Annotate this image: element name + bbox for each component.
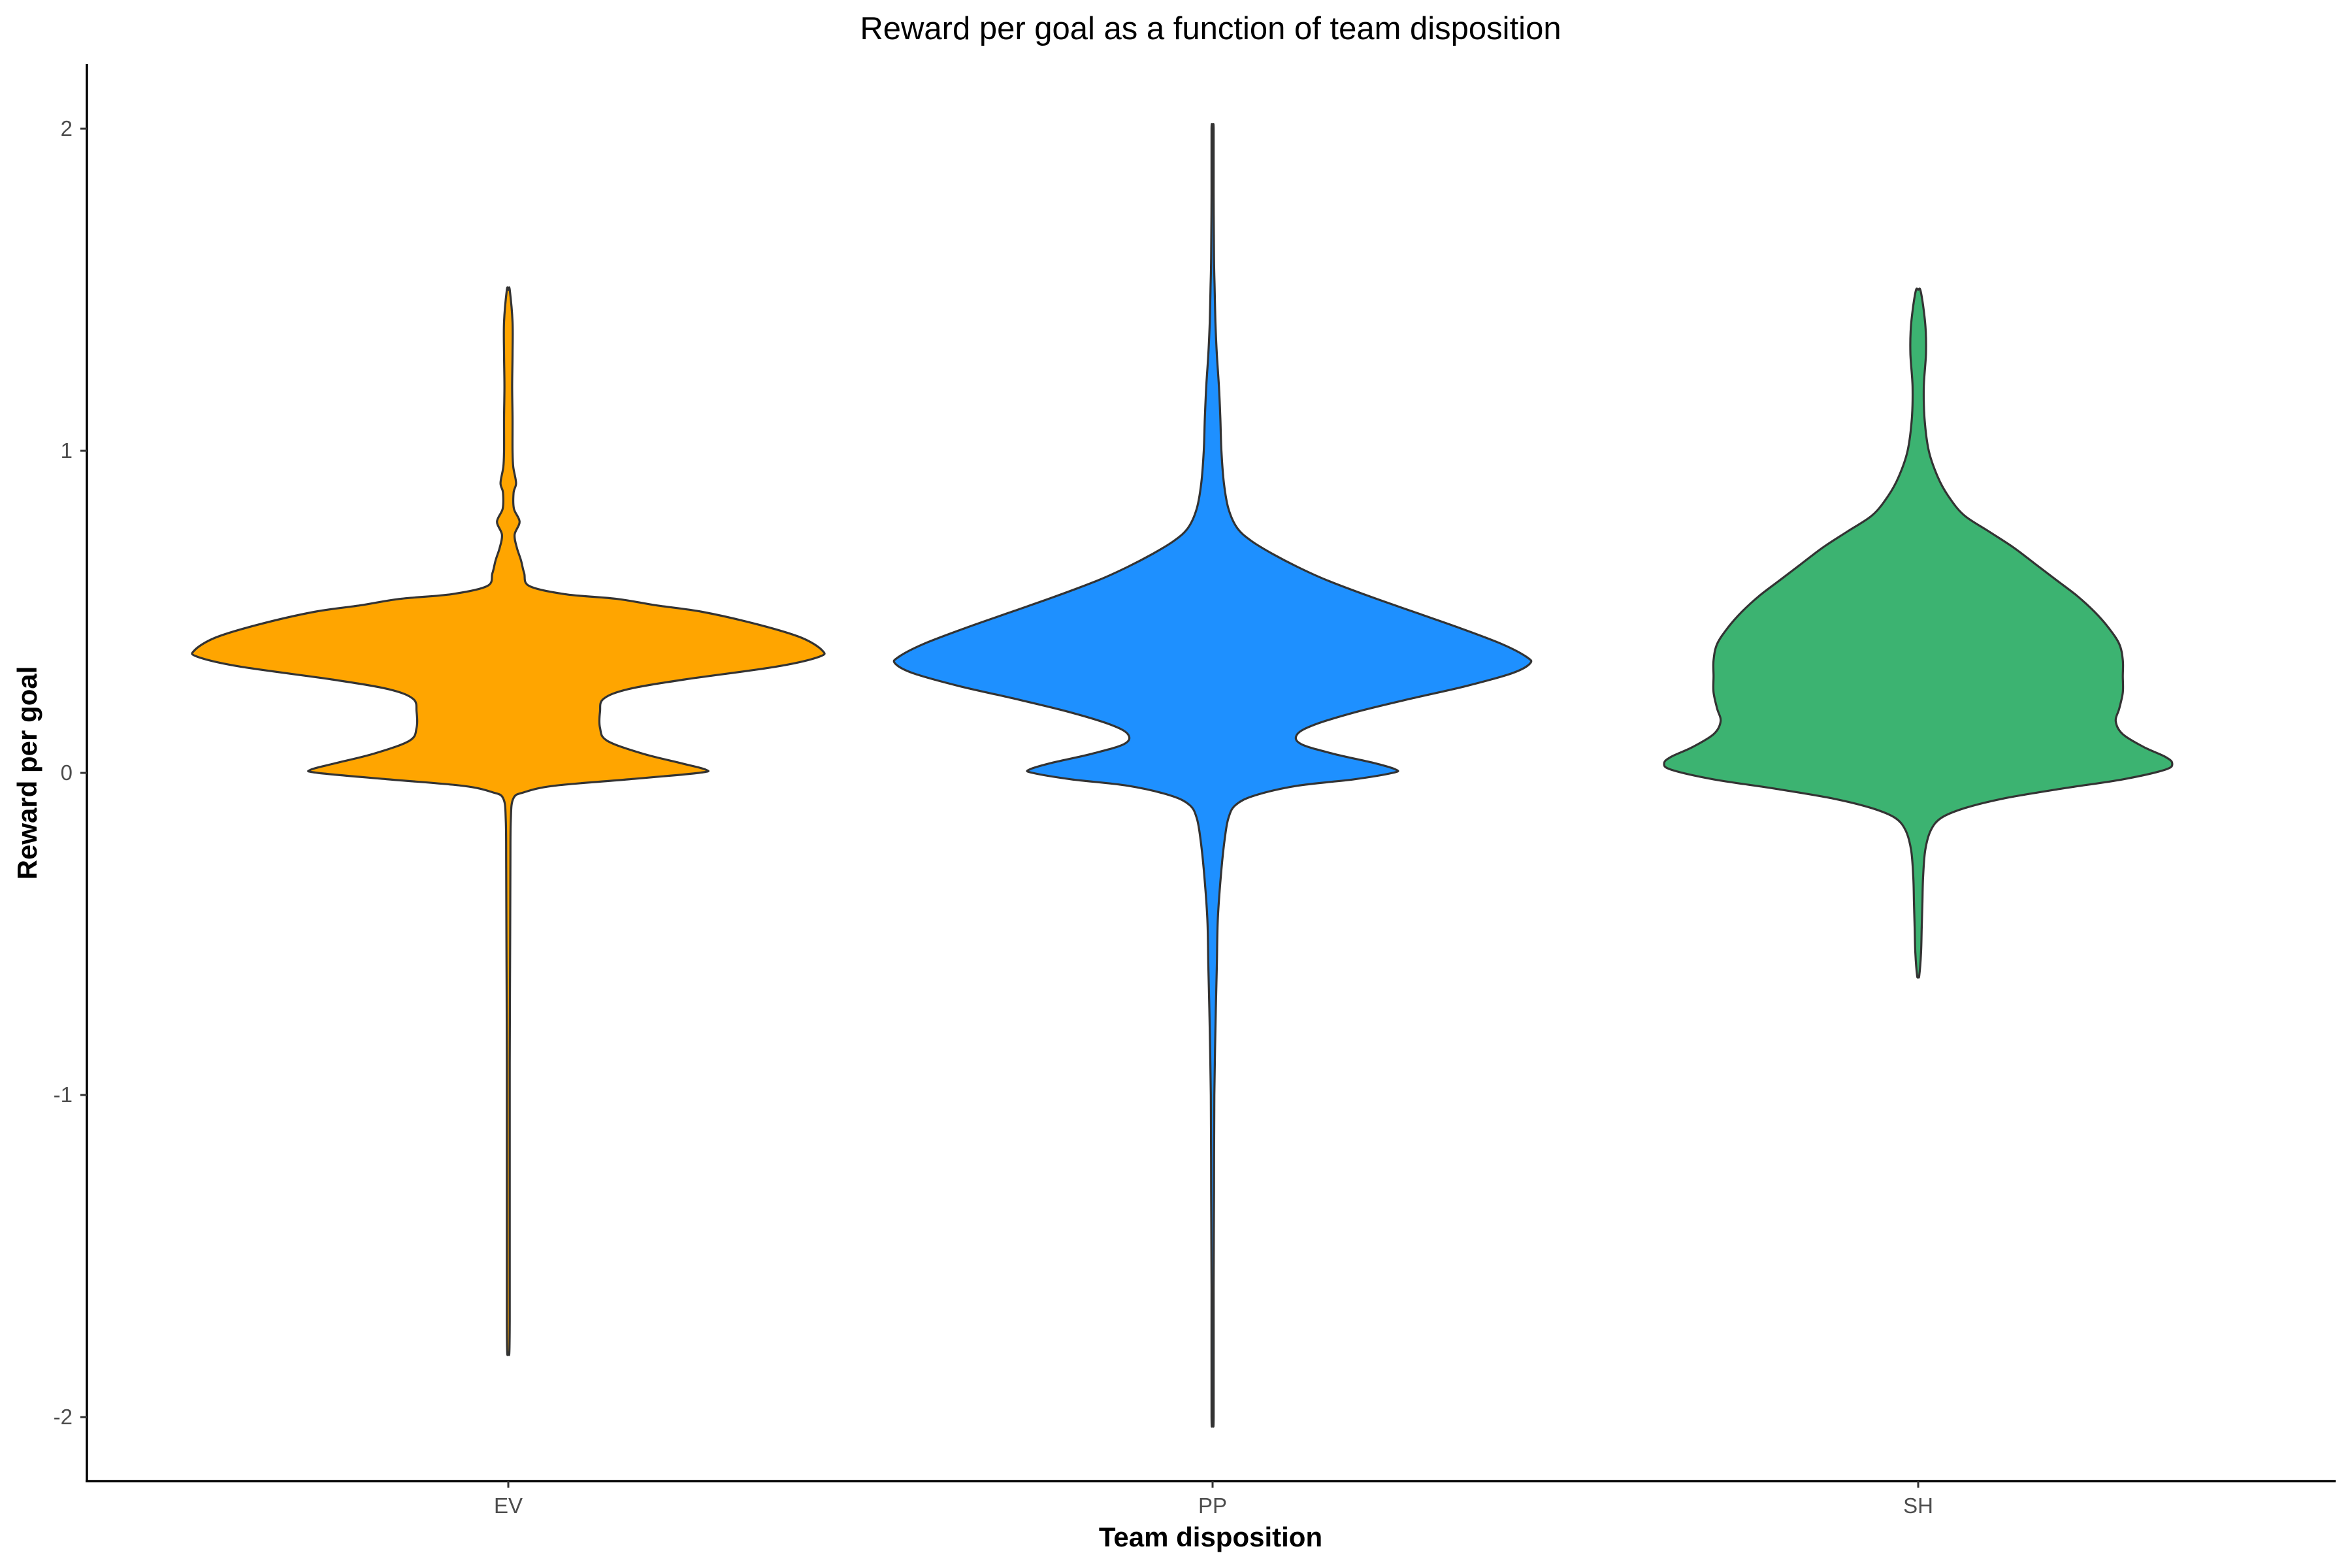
y-tick-label: 0	[61, 760, 73, 785]
x-axis-title: Team disposition	[1099, 1522, 1322, 1552]
y-axis-ticks: 2 1 0 -1 -2	[54, 116, 87, 1429]
violin-sh	[1663, 287, 2174, 979]
y-tick-label: 2	[61, 116, 73, 140]
violin-pp	[892, 123, 1533, 1428]
y-tick-label: -1	[54, 1083, 73, 1107]
chart-title: Reward per goal as a function of team di…	[860, 11, 1561, 46]
y-tick-label: 1	[61, 438, 73, 463]
violin-group	[191, 123, 2174, 1428]
y-axis-title: Reward per goal	[12, 666, 42, 880]
x-tick-label: SH	[1903, 1494, 1933, 1518]
x-axis-ticks: EV PP SH	[494, 1481, 1933, 1518]
x-tick-label: PP	[1198, 1494, 1227, 1518]
y-tick-label: -2	[54, 1405, 73, 1429]
x-tick-label: EV	[494, 1494, 523, 1518]
violin-ev	[191, 286, 826, 1356]
